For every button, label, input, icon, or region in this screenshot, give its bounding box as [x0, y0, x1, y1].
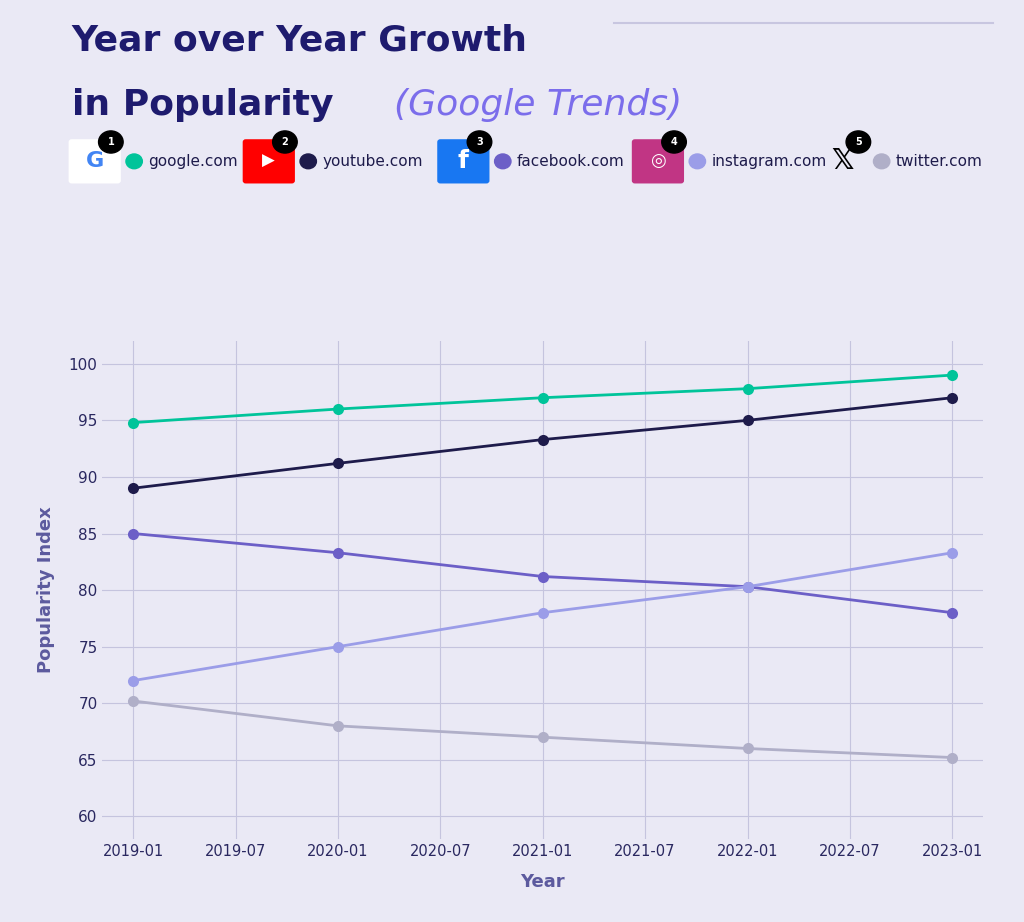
Text: in Popularity: in Popularity [72, 88, 346, 122]
Text: instagram.com: instagram.com [712, 154, 827, 169]
Text: ◎: ◎ [650, 152, 666, 171]
X-axis label: Year: Year [520, 873, 565, 891]
Text: twitter.com: twitter.com [896, 154, 983, 169]
Text: 𝕏: 𝕏 [831, 148, 853, 175]
Text: 3: 3 [476, 137, 483, 147]
Y-axis label: Popularity Index: Popularity Index [37, 507, 54, 673]
Text: 4: 4 [671, 137, 678, 147]
Text: google.com: google.com [148, 154, 239, 169]
Text: f: f [458, 149, 469, 173]
Text: 1: 1 [108, 137, 115, 147]
Text: 2: 2 [282, 137, 289, 147]
Text: youtube.com: youtube.com [323, 154, 423, 169]
Text: G: G [86, 151, 103, 171]
Text: facebook.com: facebook.com [517, 154, 625, 169]
Text: (Google Trends): (Google Trends) [394, 88, 682, 122]
Text: ▶: ▶ [262, 152, 275, 171]
Text: Year over Year Growth: Year over Year Growth [72, 23, 527, 57]
Text: 5: 5 [855, 137, 862, 147]
